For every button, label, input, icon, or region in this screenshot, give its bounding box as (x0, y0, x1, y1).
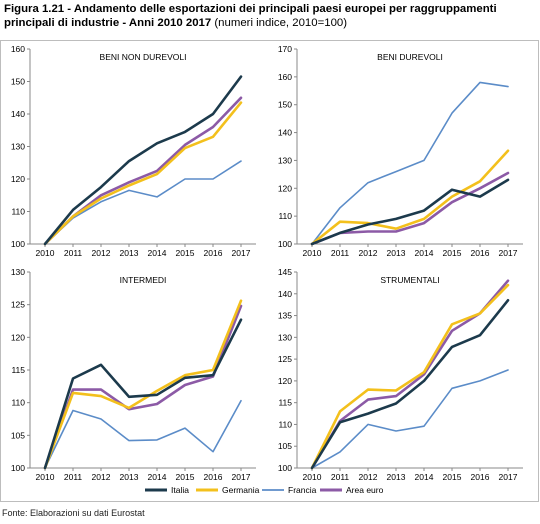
panel-4-y-tick-label: 135 (278, 311, 292, 321)
panel-4-line-area-euro (310, 279, 510, 470)
panel-3-x-tick-label: 2010 (36, 472, 55, 482)
panel-3-line-germania (43, 299, 243, 470)
panel-4-title: STRUMENTALI (380, 275, 439, 285)
panel-3-title: INTERMEDI (120, 275, 167, 285)
panel-2-x-tick-label: 2015 (443, 248, 462, 258)
panel-2-y-tick-label: 130 (278, 155, 292, 165)
panel-2-y-tick-label: 160 (278, 72, 292, 82)
panel-1-x-tick-label: 2015 (176, 248, 195, 258)
panel-3-x-tick-label: 2014 (148, 472, 167, 482)
legend-label-germania: Germania (222, 485, 260, 495)
panel-3-y-tick-label: 125 (11, 300, 25, 310)
panel-3-x-tick-label: 2013 (120, 472, 139, 482)
panel-3-y-tick-label: 110 (11, 398, 25, 408)
panel-4-y-tick-label: 120 (278, 376, 292, 386)
panel-3-line-area-euro (43, 304, 243, 470)
panel-3-y-tick-label: 130 (11, 267, 25, 277)
panel-4-y-tick-label: 105 (278, 441, 292, 451)
panel-4-y-tick-label: 125 (278, 354, 292, 364)
panel-1-x-tick-label: 2013 (120, 248, 139, 258)
panel-2-x-tick-label: 2010 (303, 248, 322, 258)
figure-frame (0, 40, 539, 502)
panel-1-y-tick-label: 140 (11, 109, 25, 119)
panel-2-x-tick-label: 2013 (387, 248, 406, 258)
panel-4-y-tick-label: 110 (278, 419, 292, 429)
panel-4-y-tick-label: 140 (278, 289, 292, 299)
panel-4-x-tick-label: 2010 (303, 472, 322, 482)
panel-3-line-italia (43, 318, 243, 470)
panel-1-y-tick-label: 100 (11, 239, 25, 249)
panel-1-line-italia (43, 75, 243, 246)
panel-2-y-tick-label: 150 (278, 100, 292, 110)
panel-3-x-tick-label: 2012 (92, 472, 111, 482)
panel-1-y-tick-label: 130 (11, 142, 25, 152)
panel-1-y-tick-label: 150 (11, 77, 25, 87)
panel-3-line-francia (44, 399, 242, 469)
panel-3-y-tick-label: 105 (11, 430, 25, 440)
panel-3-x-tick-label: 2017 (232, 472, 251, 482)
panel-2-x-tick-label: 2017 (499, 248, 518, 258)
panel-4-x-tick-label: 2014 (415, 472, 434, 482)
panel-4-x-tick-label: 2011 (331, 472, 350, 482)
panel-4-x-tick-label: 2017 (499, 472, 518, 482)
panel-4-x-tick-label: 2015 (443, 472, 462, 482)
panel-3-x-tick-label: 2015 (176, 472, 195, 482)
panel-1-line-germania (43, 101, 243, 246)
panel-1-y-tick-label: 110 (11, 207, 25, 217)
panel-1-line-area-euro (43, 96, 243, 246)
panel-1-title: BENI NON DUREVOLI (100, 52, 187, 62)
panel-1-x-tick-label: 2012 (92, 248, 111, 258)
panel-4-line-italia (310, 298, 510, 470)
panel-3-y-tick-label: 120 (11, 332, 25, 342)
panel-2-y-tick-label: 170 (278, 44, 292, 54)
panel-2-y-tick-label: 140 (278, 128, 292, 138)
source-note: Fonte: Elaborazioni su dati Eurostat (2, 508, 145, 518)
panel-1-x-tick-label: 2017 (232, 248, 251, 258)
legend-label-italia: Italia (171, 485, 189, 495)
panel-3-y-tick-label: 100 (11, 463, 25, 473)
panel-4-y-tick-label: 145 (278, 267, 292, 277)
panel-4-line-germania (310, 283, 510, 470)
panel-3-x-tick-label: 2016 (204, 472, 223, 482)
figure-title-main: Figura 1.21 - Andamento delle esportazio… (4, 3, 497, 29)
panel-2-line-francia (311, 81, 509, 245)
panel-4-x-tick-label: 2013 (387, 472, 406, 482)
panel-1-x-tick-label: 2016 (204, 248, 223, 258)
panel-2-line-italia (310, 178, 510, 246)
legend-label-area-euro: Area euro (346, 485, 384, 495)
panel-2-x-tick-label: 2016 (471, 248, 490, 258)
panel-1-y-tick-label: 160 (11, 44, 25, 54)
panel-4-x-tick-label: 2016 (471, 472, 490, 482)
panel-4-y-tick-label: 100 (278, 463, 292, 473)
panel-2-x-tick-label: 2011 (331, 248, 350, 258)
panel-1-line-francia (44, 160, 242, 245)
panel-4-x-tick-label: 2012 (359, 472, 378, 482)
panel-4-line-francia (311, 369, 509, 469)
panel-2-y-tick-label: 110 (278, 211, 292, 221)
legend-label-francia: Francia (288, 485, 317, 495)
panel-1-x-tick-label: 2010 (36, 248, 55, 258)
panel-2-title: BENI DUREVOLI (377, 52, 443, 62)
panel-3-y-tick-label: 115 (11, 365, 25, 375)
panel-3-x-tick-label: 2011 (64, 472, 83, 482)
figure-title-subtitle: (numeri indice, 2010=100) (214, 16, 348, 29)
panel-2-y-tick-label: 100 (278, 239, 292, 249)
panel-4-y-tick-label: 130 (278, 332, 292, 342)
panel-1-x-tick-label: 2014 (148, 248, 167, 258)
panel-1-y-tick-label: 120 (11, 174, 25, 184)
panel-4-y-tick-label: 115 (278, 398, 292, 408)
figure-title: Figura 1.21 - Andamento delle esportazio… (4, 3, 536, 30)
panel-2-line-germania (310, 149, 510, 246)
panel-2-x-tick-label: 2012 (359, 248, 378, 258)
panel-2-x-tick-label: 2014 (415, 248, 434, 258)
panel-2-y-tick-label: 120 (278, 183, 292, 193)
panel-1-x-tick-label: 2011 (64, 248, 83, 258)
